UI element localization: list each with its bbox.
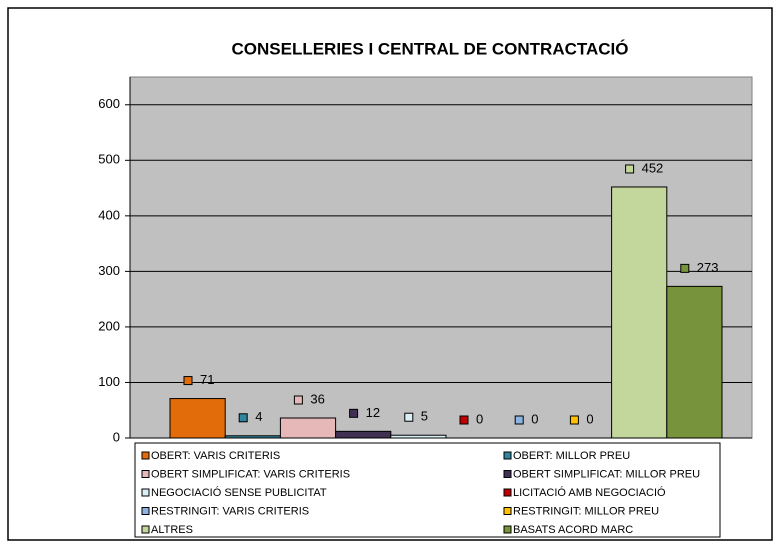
bar xyxy=(224,435,281,439)
legend-key xyxy=(503,525,512,534)
legend-key xyxy=(141,488,150,497)
data-label: 5 xyxy=(421,409,428,424)
y-tick-label: 200 xyxy=(98,318,120,333)
y-tick-label: 500 xyxy=(98,152,120,167)
legend-label: BASATS ACORD MARC xyxy=(513,524,633,536)
data-label-key xyxy=(293,395,303,405)
data-label-key xyxy=(238,413,248,423)
legend-key xyxy=(141,525,150,534)
legend-key xyxy=(503,507,512,515)
legend xyxy=(134,442,721,538)
y-tick-label: 100 xyxy=(98,374,120,389)
bar xyxy=(611,186,668,439)
data-label-key xyxy=(625,164,635,174)
bar xyxy=(666,285,723,439)
data-label-key xyxy=(569,415,579,425)
data-label: 12 xyxy=(366,405,380,420)
data-label: 452 xyxy=(642,160,664,175)
data-label: 0 xyxy=(531,411,538,426)
legend-label: OBERT SIMPLIFICAT: VARIS CRITERIS xyxy=(151,468,350,480)
legend-label: ALTRES xyxy=(151,524,193,536)
legend-key xyxy=(503,488,512,497)
bar xyxy=(279,417,337,439)
y-tick-label: 0 xyxy=(113,429,120,444)
data-label-key xyxy=(514,415,524,425)
legend-label: LICITACIÓ AMB NEGOCIACIÓ xyxy=(513,486,666,499)
data-label-key xyxy=(183,376,193,386)
y-tick-label: 600 xyxy=(98,96,120,111)
data-label: 36 xyxy=(310,391,324,406)
data-label-key xyxy=(680,263,690,273)
legend-label: OBERT SIMPLIFICAT: MILLOR PREU xyxy=(513,468,700,480)
bar xyxy=(335,430,392,439)
data-label-key xyxy=(459,415,469,425)
data-label: 0 xyxy=(476,411,483,426)
data-label: 0 xyxy=(586,411,593,426)
legend-label: RESTRINGIT: VARIS CRITERIS xyxy=(151,505,309,517)
legend-label: NEGOCIACIÓ SENSE PUBLICITAT xyxy=(151,486,327,499)
legend-key xyxy=(141,470,150,478)
chart-title: CONSELLERIES I CENTRAL DE CONTRACTACIÓ xyxy=(232,39,629,58)
y-tick-label: 300 xyxy=(98,263,120,278)
y-tick-label: 400 xyxy=(98,207,120,222)
data-label: 273 xyxy=(697,260,719,275)
legend-key xyxy=(141,451,150,460)
legend-label: RESTRINGIT: MILLOR PREU xyxy=(513,505,659,517)
legend-key xyxy=(141,507,150,515)
data-label-key xyxy=(404,412,414,422)
data-label: 71 xyxy=(200,372,214,387)
legend-label: OBERT: VARIS CRITERIS xyxy=(151,450,280,462)
legend-key xyxy=(503,451,512,460)
legend-key xyxy=(503,470,512,478)
data-label-key xyxy=(349,408,359,418)
bar xyxy=(390,434,447,439)
data-label: 4 xyxy=(255,409,262,424)
legend-label: OBERT: MILLOR PREU xyxy=(513,450,630,462)
bar xyxy=(169,398,226,439)
